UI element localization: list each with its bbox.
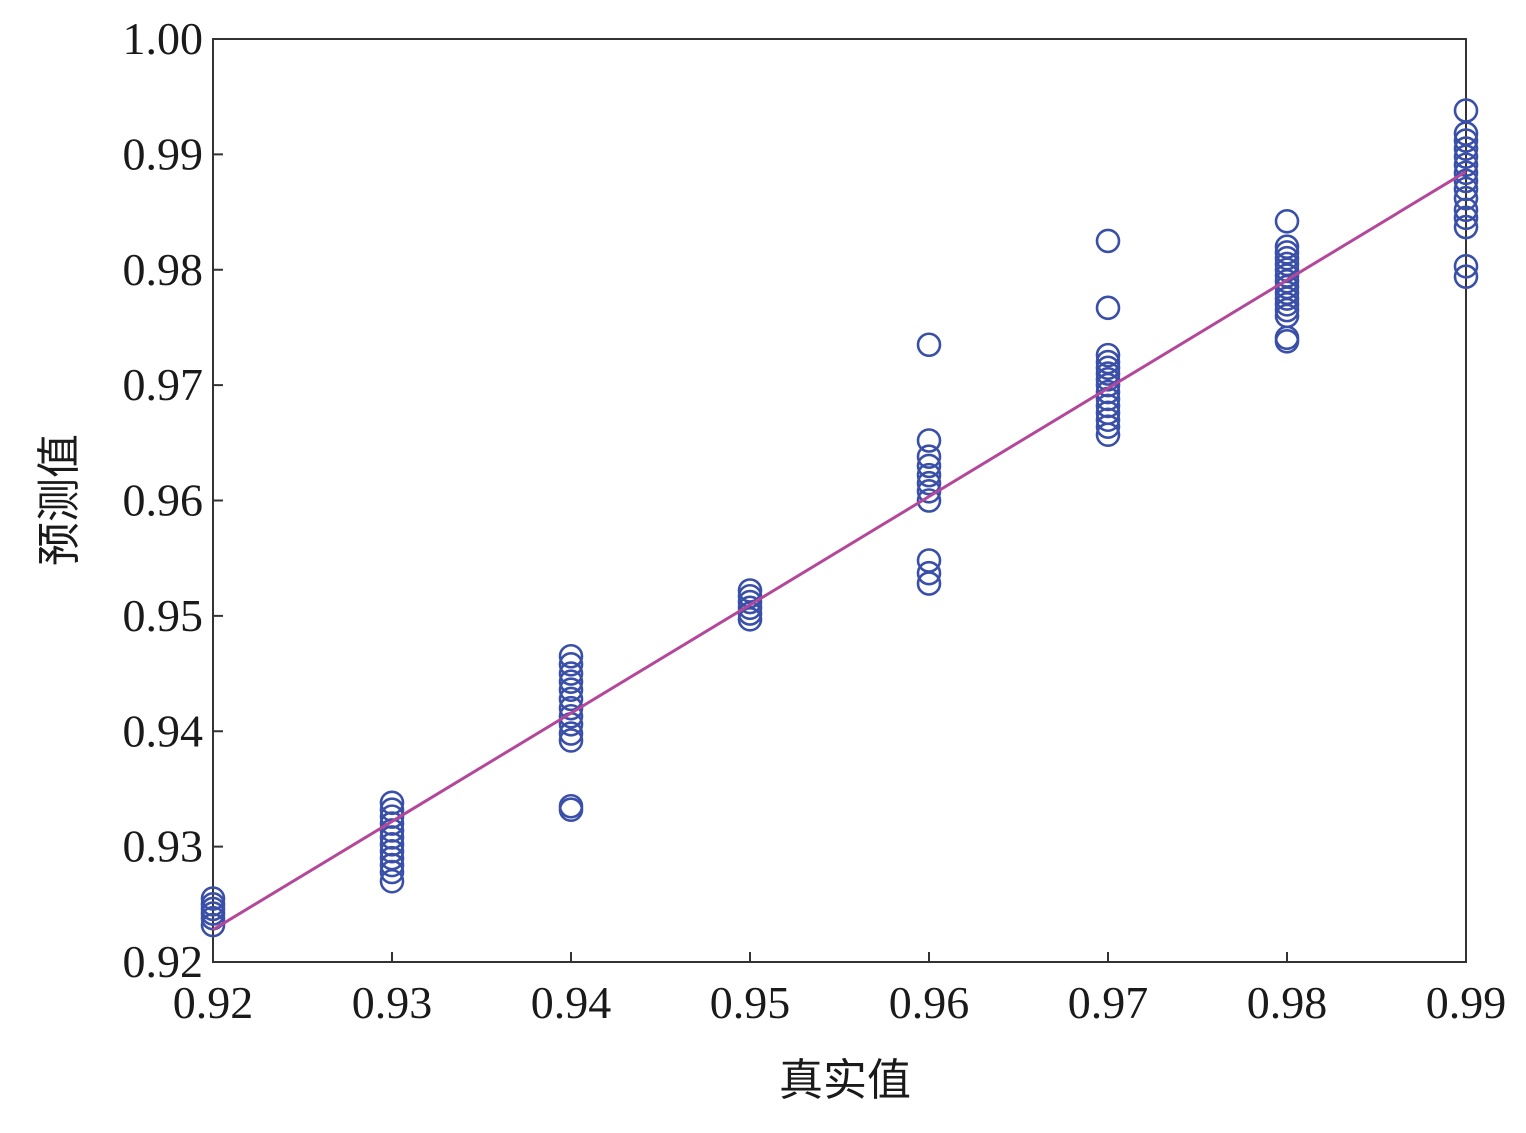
data-point bbox=[1274, 208, 1300, 234]
x-tick-label: 0.94 bbox=[531, 977, 612, 1028]
data-point bbox=[558, 728, 584, 753]
y-tick-label: 1.00 bbox=[123, 13, 204, 64]
y-tick-label: 0.93 bbox=[123, 821, 204, 872]
data-point bbox=[1453, 152, 1479, 178]
data-point bbox=[1095, 361, 1121, 386]
x-tick-label: 0.98 bbox=[1247, 977, 1328, 1028]
data-point bbox=[916, 332, 942, 358]
data-point bbox=[1453, 185, 1479, 211]
data-point bbox=[1453, 214, 1479, 240]
data-point bbox=[737, 607, 763, 632]
data-point bbox=[1453, 205, 1479, 231]
y-tick-label: 0.99 bbox=[123, 128, 204, 179]
data-point bbox=[916, 548, 942, 573]
data-point bbox=[1095, 295, 1121, 321]
data-point bbox=[916, 571, 942, 596]
data-point bbox=[916, 453, 942, 479]
x-tick-label: 0.96 bbox=[889, 977, 970, 1028]
data-point bbox=[379, 852, 405, 878]
data-point bbox=[379, 868, 405, 894]
data-point bbox=[558, 703, 584, 729]
data-point bbox=[379, 859, 405, 885]
x-tick-label: 0.92 bbox=[173, 977, 254, 1028]
data-point bbox=[737, 601, 763, 626]
data-point bbox=[1095, 228, 1121, 254]
data-point bbox=[916, 488, 942, 513]
y-tick-label: 0.97 bbox=[123, 359, 204, 410]
data-point bbox=[1453, 144, 1479, 169]
x-tick-label: 0.97 bbox=[1068, 977, 1149, 1028]
data-point bbox=[558, 797, 584, 823]
x-axis-ticks: 0.92 0.93 0.94 0.95 0.96 0.97 0.98 0.99 bbox=[173, 952, 1507, 1028]
data-point bbox=[558, 661, 584, 686]
data-point bbox=[1274, 328, 1300, 354]
data-point bbox=[558, 643, 584, 669]
y-tick-label: 0.94 bbox=[123, 705, 204, 756]
data-point bbox=[916, 428, 942, 453]
data-point bbox=[1095, 422, 1121, 448]
fit-line-layer bbox=[212, 170, 1467, 931]
y-tick-label: 0.95 bbox=[123, 590, 204, 641]
data-point bbox=[1453, 197, 1479, 223]
data-point bbox=[916, 444, 942, 469]
data-point bbox=[1274, 286, 1300, 311]
data-point bbox=[1095, 367, 1121, 392]
data-point bbox=[737, 595, 763, 621]
data-point bbox=[1095, 407, 1121, 433]
data-point bbox=[1274, 292, 1300, 317]
y-tick-label: 0.98 bbox=[123, 244, 204, 295]
data-point bbox=[1453, 264, 1479, 289]
data-point bbox=[737, 589, 763, 615]
data-point bbox=[1095, 342, 1121, 368]
data-point bbox=[558, 677, 584, 703]
fit-line bbox=[212, 170, 1467, 931]
data-point bbox=[1453, 168, 1479, 194]
data-point bbox=[1095, 414, 1121, 439]
x-axis-label: 真实值 bbox=[779, 1055, 911, 1106]
data-point bbox=[1453, 128, 1479, 153]
data-point bbox=[1453, 160, 1479, 186]
data-point bbox=[916, 560, 942, 586]
data-point bbox=[916, 470, 942, 496]
data-point bbox=[558, 686, 584, 712]
x-tick-label: 0.95 bbox=[710, 977, 791, 1028]
data-point bbox=[1095, 355, 1121, 381]
data-point bbox=[1274, 297, 1300, 323]
data-point bbox=[200, 886, 226, 911]
x-tick-label: 0.99 bbox=[1426, 977, 1507, 1028]
data-point bbox=[1453, 253, 1479, 279]
data-point bbox=[1453, 136, 1479, 161]
data-point bbox=[558, 721, 584, 746]
data-point bbox=[916, 462, 942, 488]
y-axis-ticks: 0.92 0.93 0.94 0.95 0.96 0.97 0.98 0.99 1.00 bbox=[123, 13, 223, 987]
data-point bbox=[558, 652, 584, 677]
data-points bbox=[200, 98, 1479, 938]
y-axis-label: 预测值 bbox=[34, 434, 85, 566]
data-point bbox=[558, 669, 584, 694]
data-point bbox=[200, 912, 226, 938]
y-tick-label: 0.92 bbox=[123, 936, 204, 987]
y-tick-label: 0.96 bbox=[123, 475, 204, 526]
x-tick-label: 0.93 bbox=[352, 977, 433, 1028]
